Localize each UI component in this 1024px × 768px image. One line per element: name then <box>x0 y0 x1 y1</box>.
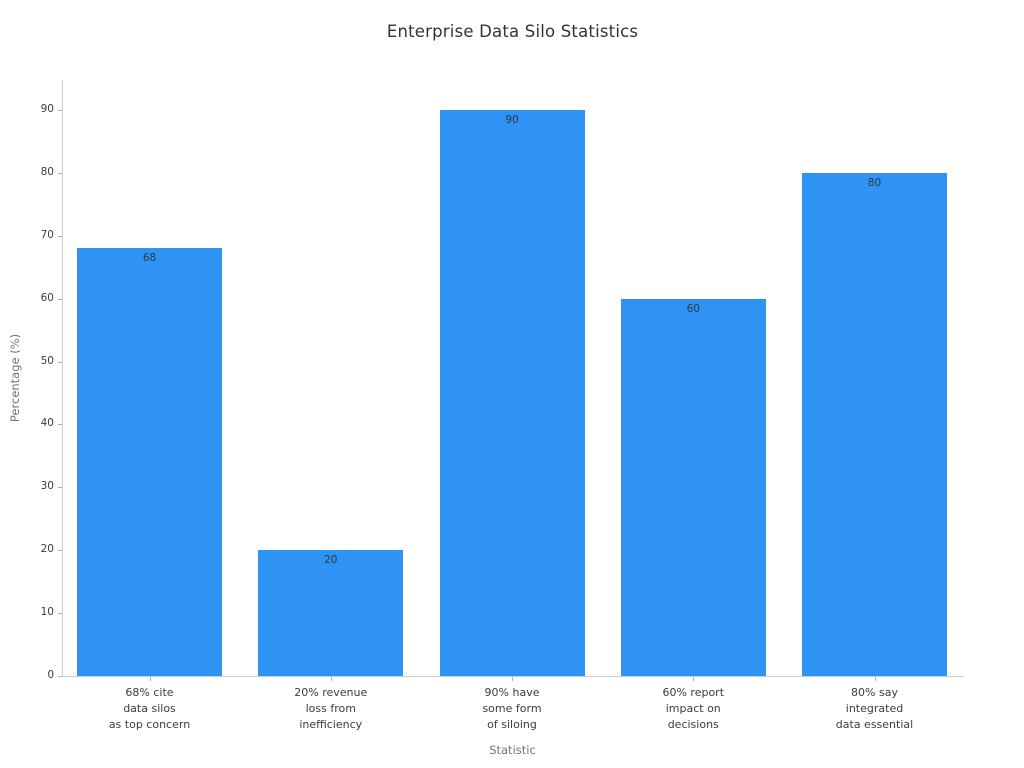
y-tick-label: 20 <box>40 543 54 556</box>
y-tick-label: 10 <box>40 606 54 619</box>
y-tick-label: 90 <box>40 102 54 115</box>
bar-value-label: 68 <box>142 252 157 265</box>
bar-value-label: 90 <box>505 113 519 126</box>
x-tick-mark <box>330 677 332 681</box>
x-tick-mark <box>512 677 513 681</box>
y-tick-mark <box>58 487 62 489</box>
bar <box>439 109 585 676</box>
y-tick-label: 40 <box>40 417 54 430</box>
y-tick-mark <box>58 676 62 677</box>
x-category-label: 90% have some form of siloing <box>482 686 542 731</box>
y-tick-label: 60 <box>40 291 54 304</box>
y-tick-label: 50 <box>40 354 54 367</box>
y-tick-mark <box>58 613 62 615</box>
y-tick-label: 80 <box>40 165 54 178</box>
x-category-label: 68% cite data silos as top concern <box>108 686 191 731</box>
y-tick-mark <box>58 109 62 111</box>
y-tick-mark <box>58 235 62 237</box>
y-axis-spine <box>62 80 63 677</box>
chart-title: Enterprise Data Silo Statistics <box>386 22 639 41</box>
bar-value-label: 20 <box>324 554 338 567</box>
bar <box>258 550 404 676</box>
y-tick-mark <box>58 361 62 363</box>
bar <box>77 248 222 676</box>
y-tick-label: 30 <box>40 480 54 493</box>
bar-value-label: 60 <box>686 302 700 315</box>
y-tick-mark <box>58 424 62 426</box>
y-tick-mark <box>58 298 62 300</box>
bar <box>802 172 947 676</box>
bar <box>620 298 766 676</box>
x-tick-mark <box>693 677 695 681</box>
x-tick-mark <box>874 677 876 681</box>
y-tick-label: 0 <box>47 669 54 681</box>
x-axis-label: Statistic <box>489 743 536 757</box>
x-category-label: 60% report impact on decisions <box>662 686 725 731</box>
y-tick-mark <box>58 172 62 174</box>
x-category-label: 80% say integrated data essential <box>835 686 914 731</box>
y-axis-label: Percentage (%) <box>8 333 22 423</box>
x-tick-mark <box>149 677 151 681</box>
y-tick-mark <box>58 550 62 552</box>
y-tick-label: 70 <box>40 228 54 241</box>
x-category-label: 20% revenue loss from inefficiency <box>294 686 368 731</box>
bar-value-label: 80 <box>867 176 882 189</box>
x-axis-spine <box>62 676 964 677</box>
